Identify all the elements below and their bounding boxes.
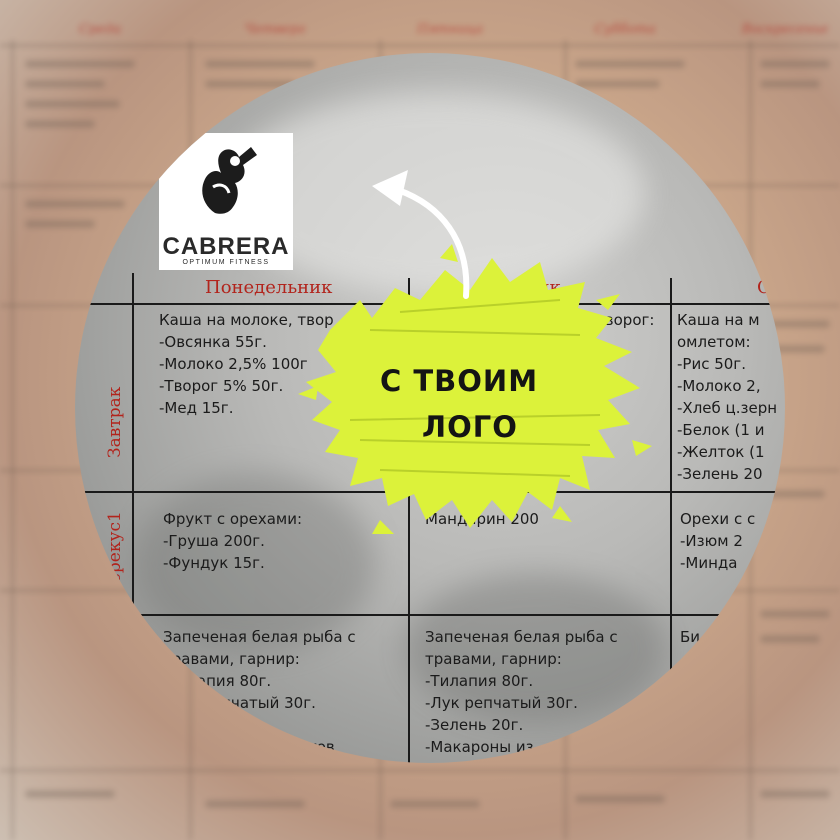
overlay-line-2: ЛОГО: [422, 410, 518, 444]
cell-mon-snack: Фрукт с орехами: -Груша 200г. -Фундук 15…: [163, 510, 303, 572]
meal-label-breakfast: Завтрак: [105, 386, 125, 458]
overlay-caption: С ТВОИМ ЛОГО: [380, 358, 538, 450]
bg-grid-line: [0, 45, 840, 46]
cell-tue-breakfast: а молоке, творог:: [515, 311, 655, 329]
cell-mon-breakfast: Каша на молоке, твор -Овсянка 55г. -Моло…: [159, 311, 334, 417]
strongman-icon: [202, 147, 257, 214]
bg-header-sat: Суббота: [594, 22, 656, 37]
grid-line: [132, 273, 134, 763]
cell-tue-lunch: Запеченая белая рыба с травами, гарнир: …: [425, 628, 618, 756]
day-header-wednesday: С: [757, 277, 771, 298]
logo-name: CABRERA: [162, 233, 290, 260]
menu-photo-circle: Понедельник Вторник С Завтрак Перекус1 К…: [75, 53, 785, 763]
cell-wed-snack: Орехи с с -Изюм 2 -Минда: [680, 510, 756, 572]
grid-line: [75, 303, 785, 305]
meal-label-snack: Перекус1: [105, 511, 125, 598]
grid-line: [670, 278, 672, 763]
grid-line: [75, 491, 785, 493]
bg-grid-line: [0, 770, 840, 771]
overlay-line-1: С ТВОИМ: [380, 364, 539, 398]
bg-header-sun: Воскресенье: [741, 22, 829, 37]
bg-header-fri: Пятница: [416, 22, 484, 37]
logo-tagline: OPTIMUM FITNESS: [182, 259, 270, 266]
grid-line: [408, 278, 410, 763]
cell-wed-breakfast: Каша на м омлетом: -Рис 50г. -Молоко 2, …: [677, 311, 778, 483]
cell-mon-lunch: Запеченая белая рыба с травами, гарнир: …: [163, 628, 356, 756]
cell-wed-lunch: Би: [680, 628, 701, 646]
brand-logo: CABRERA OPTIMUM FITNESS: [159, 133, 293, 270]
grid-line: [75, 614, 785, 616]
bg-header-thu: Четверг: [244, 22, 306, 37]
day-header-tuesday: Вторник: [480, 277, 561, 298]
cell-tue-snack: Мандарин 200: [425, 510, 539, 528]
day-header-monday: Понедельник: [205, 277, 333, 298]
bg-grid-line: [12, 40, 13, 840]
bg-header-wed: Среда: [79, 22, 121, 37]
